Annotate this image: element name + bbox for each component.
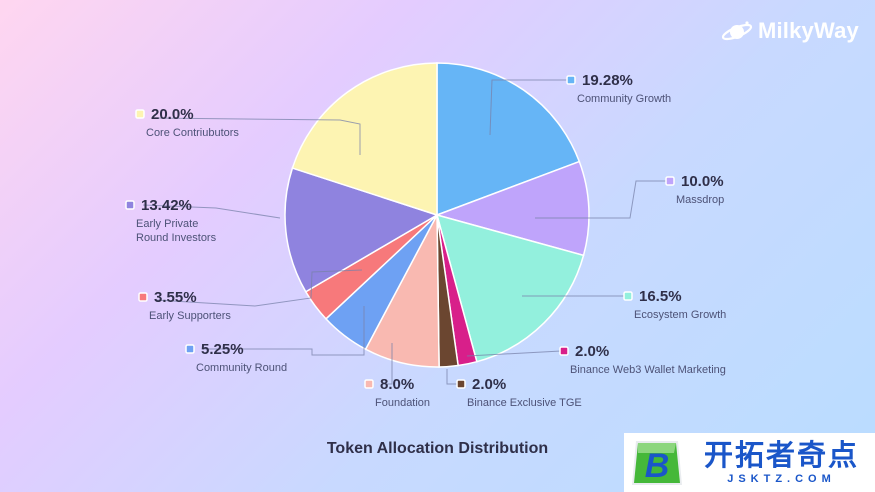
data-label-binance-exclusive-tge: 2.0% <box>472 376 506 393</box>
b-logo-icon: B <box>632 440 682 485</box>
legend-marker-early-private-round-investors <box>125 200 135 210</box>
watermark: B 开拓者奇点 JSKTZ.COM <box>624 433 875 492</box>
category-label-foundation: Foundation <box>375 397 430 409</box>
legend-marker-community-round <box>185 344 195 354</box>
data-label-binance-web3-wallet-marketing: 2.0% <box>575 343 609 360</box>
leader-line-community-growth <box>489 79 568 136</box>
legend-marker-core-contriubutors <box>135 109 145 119</box>
leader-line-core-contriubutors <box>152 117 361 155</box>
pie-callouts: 19.28% Community Growth 10.0% Massdrop 16.5%… <box>125 72 726 409</box>
data-label-community-growth: 19.28% <box>582 72 633 89</box>
leader-line-foundation <box>382 343 393 385</box>
category-label-massdrop: Massdrop <box>676 194 724 206</box>
data-label-ecosystem-growth: 16.5% <box>639 288 682 305</box>
legend-marker-foundation <box>364 379 374 389</box>
data-label-community-round: 5.25% <box>201 341 244 358</box>
watermark-cn: 开拓者奇点 <box>704 439 860 472</box>
leader-line-early-supporters <box>155 269 363 307</box>
legend-marker-binance-exclusive-tge <box>456 379 466 389</box>
pie-slice-massdrop <box>434 160 590 257</box>
category-label-early-private-round-investors-2: Round Investors <box>136 232 217 244</box>
planet-icon <box>721 21 753 41</box>
chart-title: Token Allocation Distribution <box>326 440 549 457</box>
brand-name: MilkyWay <box>757 18 859 43</box>
pie-slices <box>284 62 590 368</box>
category-label-binance-exclusive-tge: Binance Exclusive TGE <box>467 397 582 409</box>
data-label-early-supporters: 3.55% <box>154 289 197 306</box>
category-label-community-round: Community Round <box>196 362 287 374</box>
data-label-foundation: 8.0% <box>380 376 414 393</box>
leader-line-binance-exclusive-tge <box>446 369 458 385</box>
category-label-community-growth: Community Growth <box>577 93 671 105</box>
category-label-core-contriubutors: Core Contriubutors <box>146 127 239 139</box>
leader-line-community-round <box>203 306 365 356</box>
category-label-early-private-round-investors-1: Early Private <box>136 218 198 230</box>
data-label-core-contriubutors: 20.0% <box>151 106 194 123</box>
pie-slice-ecosystem-growth <box>435 213 585 363</box>
category-label-early-supporters: Early Supporters <box>149 310 231 322</box>
brand-logo: MilkyWay <box>720 18 859 44</box>
legend-marker-massdrop <box>665 176 675 186</box>
data-label-early-private-round-investors: 13.42% <box>141 197 192 214</box>
legend-marker-community-growth <box>566 75 576 85</box>
pie-slice-core-contriubutors <box>291 62 438 217</box>
leader-line-early-private-round-investors <box>142 204 281 219</box>
leader-line-binance-web3-wallet-marketing <box>466 350 562 357</box>
pie-slice-early-private-round-investors <box>284 167 439 293</box>
data-label-massdrop: 10.0% <box>681 173 724 190</box>
leader-line-massdrop <box>535 180 667 219</box>
category-label-ecosystem-growth: Ecosystem Growth <box>634 309 726 321</box>
category-label-binance-web3-wallet-marketing: Binance Web3 Wallet Marketing <box>570 364 726 376</box>
pie-slice-community-growth <box>436 62 581 217</box>
legend-marker-early-supporters <box>138 292 148 302</box>
watermark-en: JSKTZ.COM <box>727 472 836 485</box>
watermark-logo-letter: B <box>645 447 670 485</box>
legend-marker-ecosystem-growth <box>623 291 633 301</box>
legend-marker-binance-web3-wallet-marketing <box>559 346 569 356</box>
